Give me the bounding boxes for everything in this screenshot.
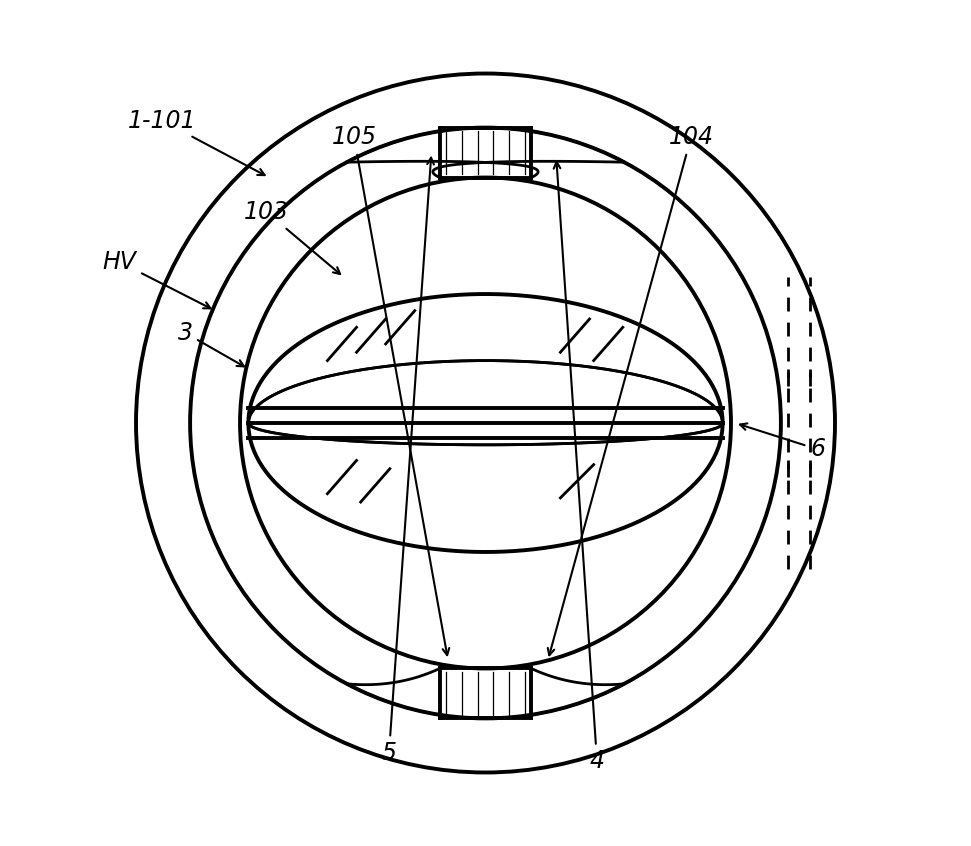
Text: 5: 5 bbox=[382, 157, 434, 765]
Text: 105: 105 bbox=[331, 125, 450, 655]
Text: 104: 104 bbox=[548, 125, 714, 655]
Text: 6: 6 bbox=[740, 423, 825, 461]
Text: HV: HV bbox=[103, 250, 211, 308]
Text: 4: 4 bbox=[553, 162, 605, 773]
Text: 103: 103 bbox=[244, 201, 340, 274]
Text: 1-101: 1-101 bbox=[128, 108, 265, 175]
Text: 3: 3 bbox=[178, 321, 244, 366]
